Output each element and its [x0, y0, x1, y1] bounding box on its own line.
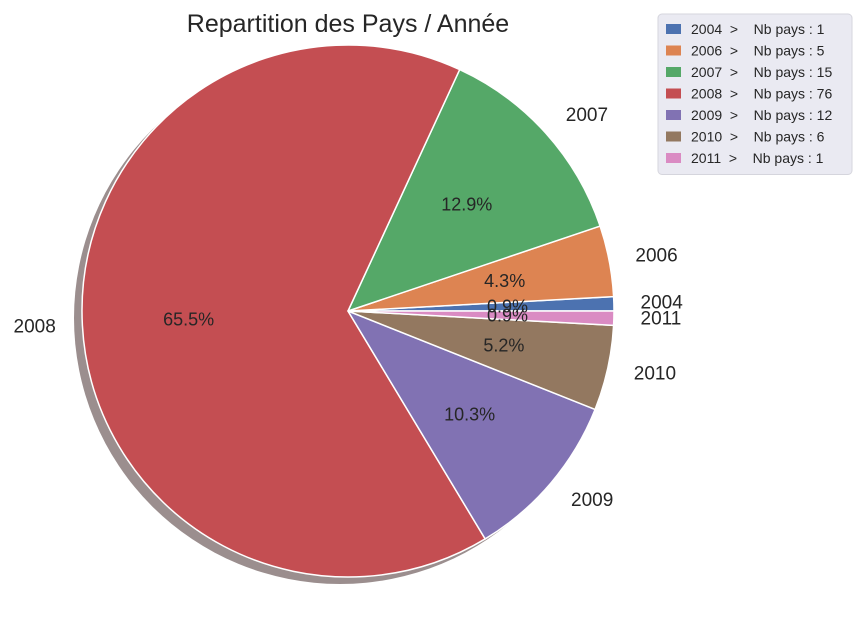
legend-swatch-2011 [666, 153, 681, 163]
legend-swatch-2010 [666, 131, 681, 142]
slice-percent-label: 0.9% [487, 305, 528, 325]
slice-category-label: 2009 [571, 490, 613, 511]
legend-swatch-2008 [666, 88, 681, 99]
pie-labels: 2004 0.9% 2006 4.3% 2007 12.9% 2008 65.5% 2009 10… [14, 105, 684, 511]
pie-slice-2008 [81, 44, 486, 578]
legend-entry-2008: 2008 > Nb pays : 76 [691, 86, 832, 102]
slice-percent-label: 0.9% [487, 297, 528, 317]
slice-category-label: 2004 [641, 293, 684, 314]
legend-swatch-2009 [666, 110, 681, 120]
legend-entry-2004: 2004 > Nb pays : 1 [691, 21, 825, 37]
slice-category-label: 2006 [635, 245, 677, 266]
pie-slice-2009 [347, 310, 596, 540]
slice-category-label: 2008 [14, 316, 56, 337]
slice-percent-label: 4.3% [484, 271, 525, 291]
slice-percent-label: 65.5% [163, 310, 214, 330]
slice-category-label: 2010 [634, 363, 676, 384]
legend-entry-2011: 2011 > Nb pays : 1 [691, 150, 824, 166]
legend-entry-2009: 2009 > Nb pays : 12 [691, 107, 832, 123]
chart-title: Repartition des Pays / Année [187, 10, 509, 38]
legend-swatch-2006 [666, 45, 681, 56]
slice-percent-label: 12.9% [441, 194, 492, 214]
legend-frame [657, 13, 853, 175]
legend-entry-2007: 2007 > Nb pays : 15 [691, 64, 832, 80]
legend-entry-2010: 2010 > Nb pays : 6 [691, 129, 825, 145]
slice-percent-label: 5.2% [483, 335, 524, 355]
pie-slices [81, 44, 615, 578]
legend-entry-2006: 2006 > Nb pays : 5 [691, 43, 825, 59]
slice-category-label: 2011 [641, 308, 682, 329]
legend-swatch-2004 [666, 24, 681, 34]
chart-legend: 2004 > Nb pays : 1 2006 > Nb pays : 5 2007… [657, 13, 853, 175]
pie-slice-2011 [347, 310, 615, 327]
slice-percent-label: 10.3% [444, 404, 495, 424]
slice-category-label: 2007 [566, 105, 608, 126]
legend-swatch-2007 [666, 67, 681, 77]
pie-slice-2007 [347, 68, 601, 312]
